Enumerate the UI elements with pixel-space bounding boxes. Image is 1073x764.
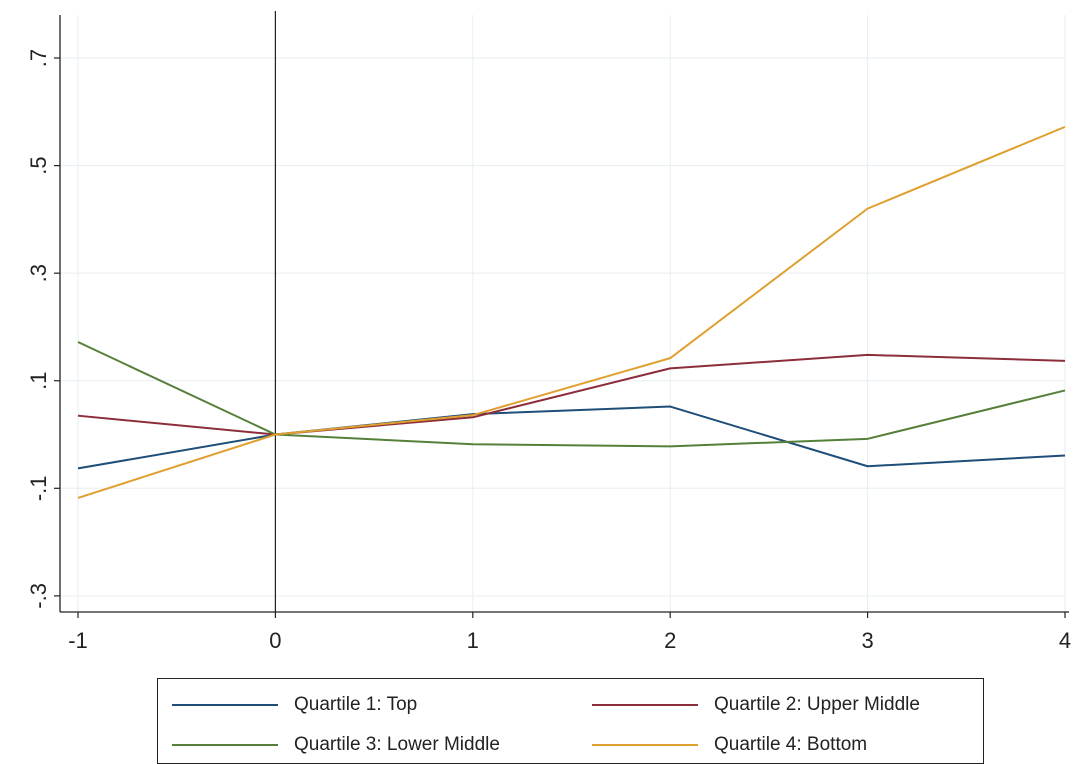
tick-labels: -.3 -.1 .1 .3 .5 .7 -1 0 1 2 3 4 [26,49,1071,653]
axes [59,11,1069,613]
line-chart: -.3 -.1 .1 .3 .5 .7 -1 0 1 2 3 4 [26,11,1071,653]
legend-item-q1: Quartile 1: Top [172,691,417,719]
x-tick-label: 4 [1059,628,1071,653]
y-tick-label: -.1 [26,475,51,501]
legend-swatch-q1 [172,704,278,706]
x-tick-label: -1 [68,628,88,653]
series-line-q3 [77,341,1066,448]
legend-item-q3: Quartile 3: Lower Middle [172,731,500,759]
legend-label-q4: Quartile 4: Bottom [714,734,868,755]
grid-lines [60,15,1066,612]
x-tick-label: 1 [467,628,479,653]
legend-item-q2: Quartile 2: Upper Middle [592,691,920,719]
series-line-q4 [77,125,1066,499]
y-tick-label: .7 [26,49,51,67]
series-line-q2 [77,353,1066,436]
series-line-q1 [77,405,1066,470]
x-tick-label: 0 [269,628,281,653]
series-lines [77,125,1066,499]
legend-swatch-q3 [172,744,278,746]
legend-item-q4: Quartile 4: Bottom [592,731,867,759]
y-tick-label: -.3 [26,583,51,609]
legend-label-q1: Quartile 1: Top [294,694,418,715]
legend: Quartile 1: Top Quartile 2: Upper Middle… [157,678,984,764]
legend-swatch-q4 [592,744,698,746]
y-tick-label: .3 [26,264,51,282]
legend-label-q3: Quartile 3: Lower Middle [294,734,500,755]
x-tick-label: 3 [861,628,873,653]
y-tick-label: .1 [26,372,51,390]
legend-swatch-q2 [592,704,698,706]
x-tick-label: 2 [664,628,676,653]
legend-label-q2: Quartile 2: Upper Middle [714,694,920,715]
y-tick-label: .5 [26,156,51,174]
